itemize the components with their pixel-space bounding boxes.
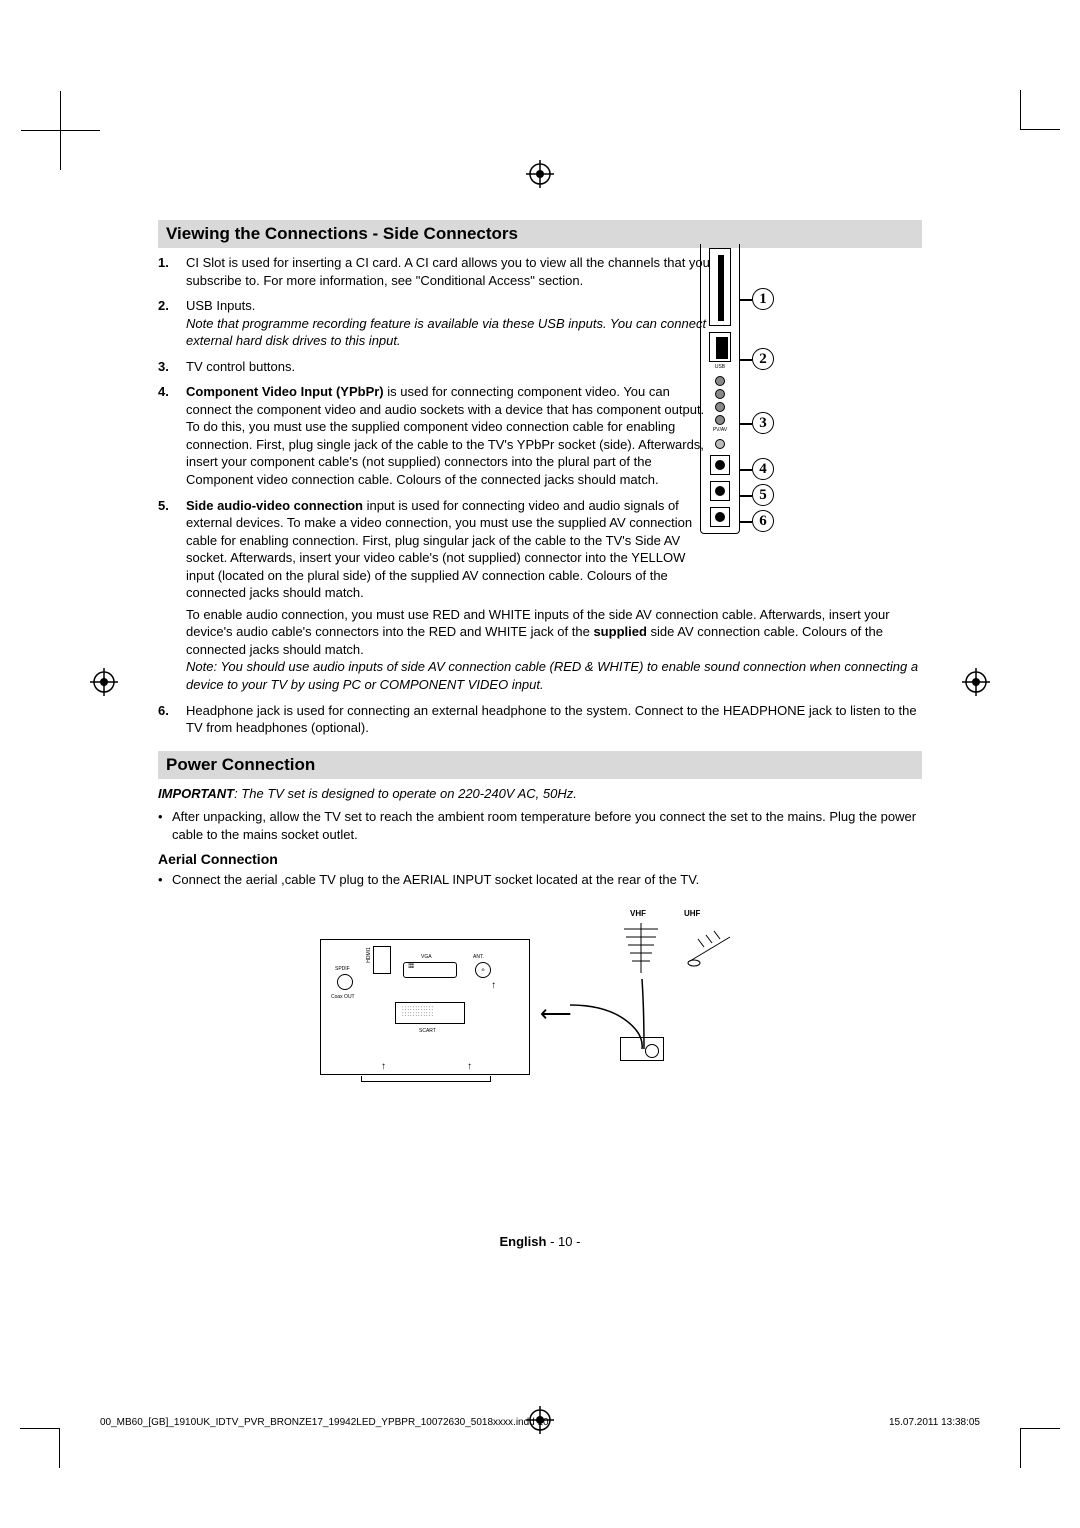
vga-label: VGA bbox=[421, 954, 432, 960]
tv-button bbox=[715, 389, 725, 399]
footer-dash2: - bbox=[576, 1234, 580, 1249]
usb-label: USB bbox=[715, 364, 725, 370]
pvav-label: PV/AV bbox=[713, 427, 727, 433]
print-file: 00_MB60_[GB]_1910UK_IDTV_PVR_BRONZE17_19… bbox=[100, 1417, 549, 1428]
tv-stand-icon bbox=[361, 1076, 491, 1082]
tv-button bbox=[715, 402, 725, 412]
list-item-6: Headphone jack is used for connecting an… bbox=[158, 702, 922, 737]
list-item-4: Component Video Input (YPbPr) is used fo… bbox=[158, 383, 922, 488]
print-stamp: 15.07.2011 13:38:05 bbox=[889, 1417, 980, 1428]
item-3-text: TV control buttons. bbox=[186, 358, 716, 376]
important-text: : The TV set is designed to operate on 2… bbox=[234, 786, 577, 801]
item-5-bold: supplied bbox=[593, 624, 646, 639]
list-item-5: Side audio-video connection input is use… bbox=[158, 497, 922, 694]
item-2-note: Note that programme recording feature is… bbox=[186, 316, 706, 349]
list-item-3: TV control buttons. bbox=[158, 358, 922, 376]
ant-port-icon: ⊚ bbox=[475, 962, 491, 978]
arrow-icon: ↑ bbox=[491, 980, 496, 991]
side-connector-diagram: COMMON INTERFACE USB PV/AV 1 2 3 4 5 6 bbox=[700, 244, 758, 534]
av-jack-icon bbox=[710, 481, 730, 501]
hdmi-label: HDMI1 bbox=[366, 947, 372, 963]
callout-4: 4 bbox=[752, 458, 774, 480]
callout-2: 2 bbox=[752, 348, 774, 370]
tv-rear-panel: HDMI1 VGA ⊚ ANT. SPDIF Coax OUT SCART ↑ … bbox=[320, 939, 530, 1075]
uhf-antenna-icon bbox=[680, 927, 740, 977]
item-6-text: Headphone jack is used for connecting an… bbox=[186, 702, 922, 737]
tv-side-panel: COMMON INTERFACE USB PV/AV bbox=[700, 244, 740, 534]
callout-line bbox=[740, 423, 752, 425]
item-2-title: USB Inputs. bbox=[186, 298, 255, 313]
important-label: IMPORTANT bbox=[158, 786, 234, 801]
callout-5: 5 bbox=[752, 484, 774, 506]
footer-page: 10 bbox=[558, 1234, 572, 1249]
tv-buttons-group bbox=[715, 376, 725, 425]
crop-mark bbox=[980, 1388, 1020, 1428]
spdif-port-icon bbox=[337, 974, 353, 990]
page-footer: English - 10 - bbox=[158, 1234, 922, 1249]
item-1-text: CI Slot is used for inserting a CI card.… bbox=[186, 254, 716, 289]
callout-6: 6 bbox=[752, 510, 774, 532]
callout-1: 1 bbox=[752, 288, 774, 310]
callout-line bbox=[740, 299, 752, 301]
usb-port-icon bbox=[709, 332, 731, 362]
registration-mark-right bbox=[962, 668, 990, 696]
hdmi-port-icon bbox=[373, 946, 391, 974]
item-4-body: is used for connecting component video. … bbox=[186, 384, 704, 487]
vga-port-icon bbox=[403, 962, 457, 978]
power-bullet-2: Connect the aerial ,cable TV plug to the… bbox=[158, 871, 922, 889]
power-important: IMPORTANT: The TV set is designed to ope… bbox=[158, 785, 922, 803]
ci-label: COMMON INTERFACE bbox=[718, 267, 723, 309]
footer-lang: English bbox=[500, 1234, 547, 1249]
callout-line bbox=[740, 359, 752, 361]
item-4-lead: Component Video Input (YPbPr) bbox=[186, 384, 384, 399]
uhf-label: UHF bbox=[684, 909, 700, 918]
ypbpr-jack-icon bbox=[710, 455, 730, 475]
callout-line bbox=[740, 469, 752, 471]
crop-mark bbox=[980, 130, 1020, 170]
ant-label: ANT. bbox=[473, 954, 484, 960]
item-5-note: Note: You should use audio inputs of sid… bbox=[186, 659, 918, 692]
registration-mark-left bbox=[90, 668, 118, 696]
page-content: Viewing the Connections - Side Connector… bbox=[158, 220, 922, 1109]
spdif-label: SPDIF bbox=[335, 966, 350, 972]
headphone-jack-icon bbox=[715, 439, 725, 449]
arrow-icon: ↑ bbox=[381, 1061, 386, 1072]
coax-label: Coax OUT bbox=[331, 994, 355, 1000]
list-item-1: CI Slot is used for inserting a CI card.… bbox=[158, 254, 922, 289]
list-item-2: USB Inputs. Note that programme recordin… bbox=[158, 297, 922, 350]
crop-mark bbox=[60, 1388, 100, 1428]
scart-port-icon bbox=[395, 1002, 465, 1024]
registration-mark-top bbox=[526, 160, 554, 188]
footer-sep: - bbox=[550, 1234, 554, 1249]
callout-line bbox=[740, 495, 752, 497]
tv-button bbox=[715, 376, 725, 386]
rear-connection-figure: HDMI1 VGA ⊚ ANT. SPDIF Coax OUT SCART ↑ … bbox=[320, 909, 760, 1109]
cable-wire-icon bbox=[564, 969, 664, 1059]
callout-line bbox=[740, 521, 752, 523]
crop-mark bbox=[60, 130, 100, 170]
section-heading-power: Power Connection bbox=[158, 751, 922, 779]
side-connectors-list: CI Slot is used for inserting a CI card.… bbox=[158, 254, 922, 737]
item-5-lead: Side audio-video connection bbox=[186, 498, 363, 513]
tv-button bbox=[715, 415, 725, 425]
scart-label: SCART bbox=[419, 1028, 436, 1034]
arrow-icon: ↑ bbox=[467, 1061, 472, 1072]
registration-mark-bottom bbox=[526, 1406, 554, 1434]
power-bullet-1: After unpacking, allow the TV set to rea… bbox=[158, 808, 922, 843]
aerial-heading: Aerial Connection bbox=[158, 851, 922, 867]
audio-jack-icon bbox=[710, 507, 730, 527]
callout-3: 3 bbox=[752, 412, 774, 434]
section-heading-side-connectors: Viewing the Connections - Side Connector… bbox=[158, 220, 922, 248]
vhf-label: VHF bbox=[630, 909, 646, 918]
